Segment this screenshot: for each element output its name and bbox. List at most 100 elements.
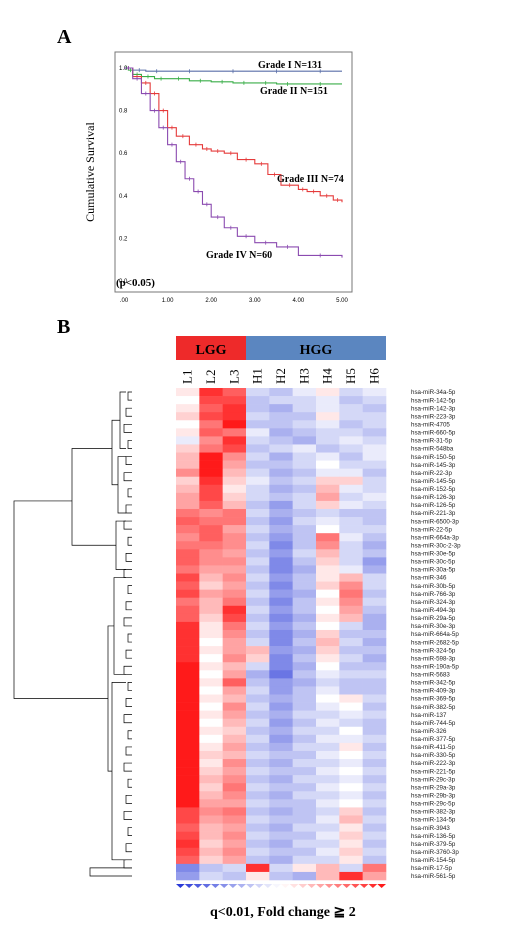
heatmap-cell xyxy=(246,710,270,719)
heatmap-cell xyxy=(362,613,387,623)
heatmap-cell xyxy=(339,549,363,558)
group-label: LGG xyxy=(195,343,226,358)
heatmap-cell xyxy=(199,565,223,574)
heatmap-cell xyxy=(176,646,200,655)
color-key-swatch xyxy=(316,884,325,888)
heatmap-cell xyxy=(339,694,363,703)
color-key-swatch xyxy=(176,884,185,888)
heatmap-cell xyxy=(199,621,223,631)
heatmap-cell xyxy=(269,508,293,518)
heatmap-cell xyxy=(176,428,200,437)
heatmap-cell xyxy=(176,452,200,461)
heatmap-cell xyxy=(176,783,200,792)
dendrogram-branch xyxy=(123,569,132,578)
heatmap-cell xyxy=(339,436,363,445)
heatmap-cell xyxy=(316,436,340,445)
heatmap-cell xyxy=(269,500,293,510)
heatmap-cell xyxy=(292,549,317,558)
heatmap-cell xyxy=(269,476,293,486)
heatmap-cell xyxy=(292,589,317,599)
heatmap-cell xyxy=(269,613,293,623)
heatmap-cell xyxy=(176,436,200,445)
column-label: H2 xyxy=(273,368,288,384)
heatmap-cell xyxy=(362,839,387,849)
heatmap-cell xyxy=(269,468,293,478)
heatmap-cell xyxy=(292,476,317,486)
color-key-swatch xyxy=(324,884,334,888)
heatmap-cell xyxy=(292,452,317,461)
color-key-swatch xyxy=(237,884,246,888)
heatmap-cell xyxy=(292,839,317,849)
heatmap-cell xyxy=(362,525,387,534)
heatmap-cell xyxy=(246,525,270,534)
heatmap-cell xyxy=(199,871,223,881)
heatmap-cell xyxy=(316,759,340,768)
heatmap-cell xyxy=(176,605,200,615)
heatmap-cell xyxy=(222,508,247,518)
row-label: hsa-miR-409-3p xyxy=(411,688,456,695)
y-tick-label: 0.8 xyxy=(119,109,128,115)
heatmap-cell xyxy=(316,629,340,639)
heatmap-cell xyxy=(292,557,317,566)
heatmap-cell xyxy=(362,621,387,631)
color-key-swatch xyxy=(193,884,203,888)
heatmap-cell xyxy=(316,654,340,663)
heatmap-cell xyxy=(246,799,270,808)
heatmap-cell xyxy=(222,533,247,542)
heatmap-cell xyxy=(362,533,387,542)
heatmap-cell xyxy=(269,597,293,607)
heatmap-cell xyxy=(222,412,247,421)
heatmap-cell xyxy=(222,662,247,671)
dendrogram-branch xyxy=(127,536,132,546)
heatmap-cell xyxy=(339,759,363,768)
heatmap-cell xyxy=(222,517,247,526)
heatmap-cell xyxy=(176,404,200,413)
heatmap-cell xyxy=(222,775,247,784)
heatmap-cell xyxy=(339,428,363,437)
heatmap-cell xyxy=(199,750,223,760)
heatmap-cell xyxy=(176,613,200,623)
heatmap-cell xyxy=(292,508,317,518)
heatmap-cell xyxy=(269,436,293,445)
row-label: hsa-miR-17-5p xyxy=(411,865,452,872)
row-label: hsa-miR-142-5p xyxy=(411,397,456,404)
heatmap-cell xyxy=(362,871,387,881)
heatmap-cell xyxy=(269,533,293,542)
dendrogram-branch xyxy=(123,520,132,530)
heatmap-cell xyxy=(362,750,387,760)
heatmap-cell xyxy=(199,484,223,494)
heatmap-cell xyxy=(316,573,340,582)
heatmap-cell xyxy=(292,646,317,655)
heatmap-cell xyxy=(269,605,293,615)
heatmap-cell xyxy=(199,404,223,413)
heatmap-cell xyxy=(246,839,270,849)
heatmap-cell xyxy=(269,702,293,711)
heatmap-cell xyxy=(199,791,223,800)
heatmap-cell xyxy=(316,525,340,534)
heatmap-cell xyxy=(339,742,363,752)
heatmap-cell xyxy=(246,791,270,800)
heatmap-cell xyxy=(246,638,270,647)
heatmap-cell xyxy=(199,508,223,518)
color-key-swatch xyxy=(289,884,299,888)
heatmap-cell xyxy=(199,718,223,728)
heatmap-cell xyxy=(269,629,293,639)
heatmap-cell xyxy=(362,517,387,526)
color-key-swatch xyxy=(246,884,255,888)
heatmap-cell xyxy=(176,847,200,857)
heatmap-cell xyxy=(339,726,363,736)
heatmap-cell xyxy=(362,388,387,397)
heatmap-cell xyxy=(316,420,340,429)
heatmap-cell xyxy=(199,500,223,510)
heatmap-cell xyxy=(199,646,223,655)
heatmap-cell xyxy=(316,396,340,405)
heatmap-cell xyxy=(362,565,387,574)
heatmap-cell xyxy=(176,444,200,453)
heatmap-cell xyxy=(362,420,387,429)
heatmap-cell xyxy=(222,726,247,736)
heatmap-cell xyxy=(362,549,387,558)
heatmap-cell xyxy=(199,613,223,623)
heatmap-cell xyxy=(316,452,340,461)
heatmap-cell xyxy=(222,767,247,776)
heatmap-cell xyxy=(199,759,223,768)
